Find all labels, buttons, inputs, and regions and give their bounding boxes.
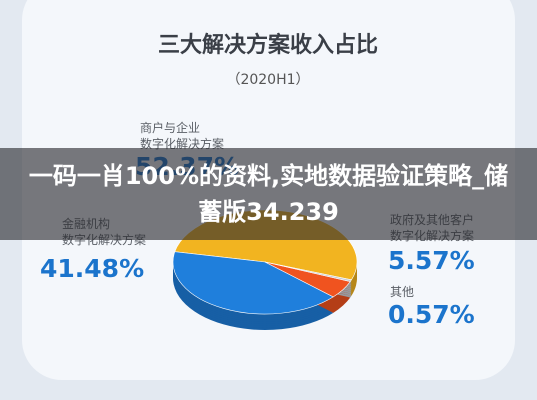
banner-text: 一码一肖100%的资料,实地数据验证策略_储蓄版34.239 <box>28 162 509 226</box>
legend-label: 其他 <box>390 285 415 299</box>
pie-slice <box>264 261 352 282</box>
chart-title: 三大解决方案收入占比 <box>158 32 378 58</box>
data-label: 5.57% <box>388 246 475 275</box>
data-label: 41.48% <box>40 254 145 283</box>
pie-slice <box>172 251 334 315</box>
legend-label: 商户与企业 数字化解决方案 <box>140 121 225 151</box>
banner: 一码一肖100%的资料,实地数据验证策略_储蓄版34.239 <box>0 148 537 240</box>
data-label: 0.57% <box>388 300 475 329</box>
chart-subtitle: （2020H1） <box>226 72 309 88</box>
